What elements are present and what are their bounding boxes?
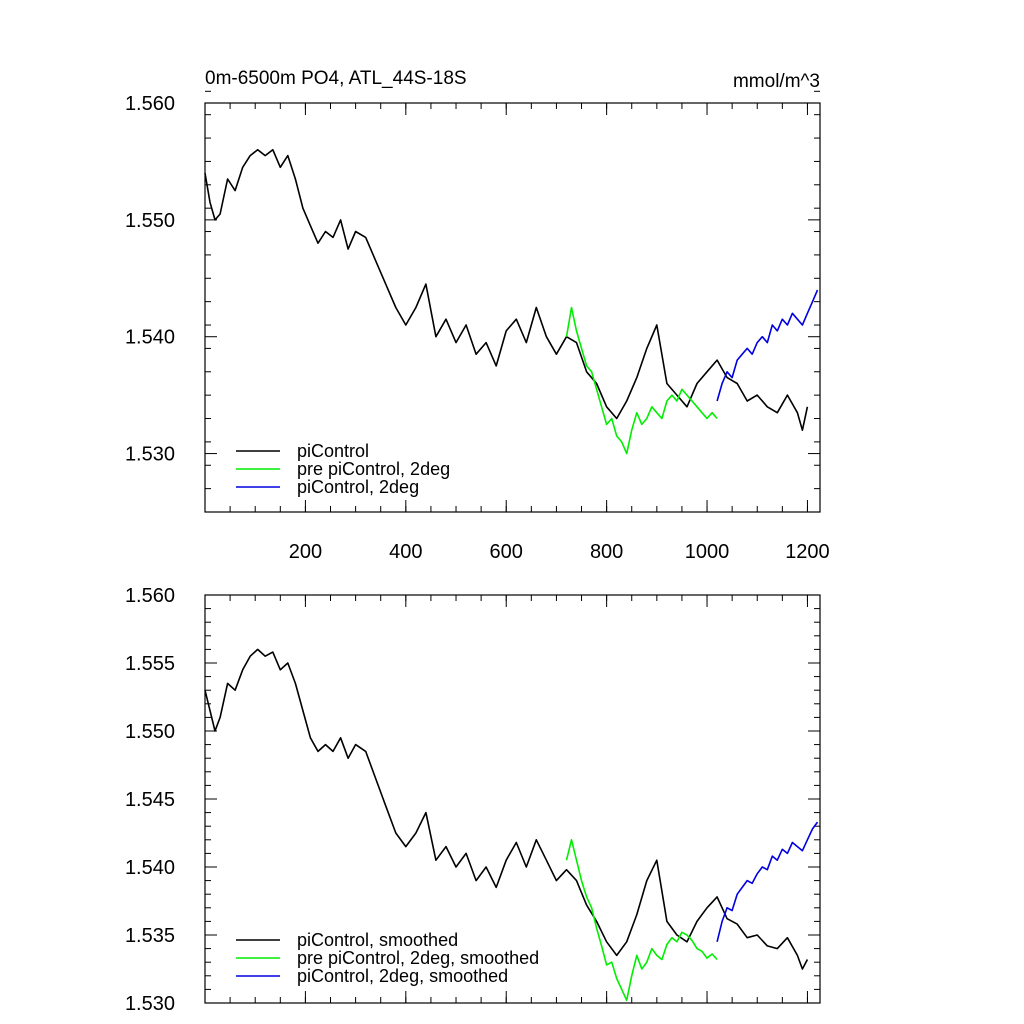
- y-tick-label: 1.560: [125, 93, 175, 115]
- y-tick-label: 1.555: [125, 653, 175, 675]
- x-tick-label: 1000: [685, 541, 730, 563]
- x-tick-label: 600: [490, 541, 523, 563]
- y-tick-label: 1.550: [125, 721, 175, 743]
- y-tick-label: 1.530: [125, 993, 175, 1015]
- y-tick-label: 1.540: [125, 327, 175, 349]
- x-tick-label: 200: [289, 541, 322, 563]
- legend-label: piControl, smoothed: [297, 930, 458, 950]
- x-tick-label: 800: [590, 541, 623, 563]
- y-tick-label: 1.530: [125, 444, 175, 466]
- bottom-panel: 1.530 1.535 1.540 1.545 1.550 1.555 1.560 piCon…: [125, 585, 821, 1015]
- top-panel: 1.530 1.540 1.550 1.560 200 400 600 800 1000 1200…: [125, 90, 830, 563]
- x-tick-label: 400: [389, 541, 422, 563]
- units-label: mmol/m^3: [733, 71, 820, 92]
- legend-label: piControl, 2deg: [297, 477, 419, 497]
- x-tick-label: 1200: [785, 541, 830, 563]
- series-line: [204, 148, 809, 432]
- series-line: [716, 821, 819, 942]
- y-tick-label: 1.545: [125, 789, 175, 811]
- chart-title: 0m-6500m PO4, ATL_44S-18S: [205, 68, 467, 89]
- legend-label: piControl: [297, 441, 369, 461]
- series-line: [204, 648, 809, 970]
- series-line: [716, 289, 819, 402]
- plot-frame: [204, 102, 821, 513]
- legend-label: pre piControl, 2deg: [297, 459, 450, 479]
- y-tick-label: 1.535: [125, 925, 175, 947]
- y-tick-label: 1.560: [125, 585, 175, 607]
- legend-label: piControl, 2deg, smoothed: [297, 966, 508, 986]
- legend-label: pre piControl, 2deg, smoothed: [297, 948, 539, 968]
- y-tick-label: 1.540: [125, 857, 175, 879]
- series-line: [565, 838, 718, 1002]
- y-tick-label: 1.550: [125, 210, 175, 232]
- series-line: [565, 306, 718, 455]
